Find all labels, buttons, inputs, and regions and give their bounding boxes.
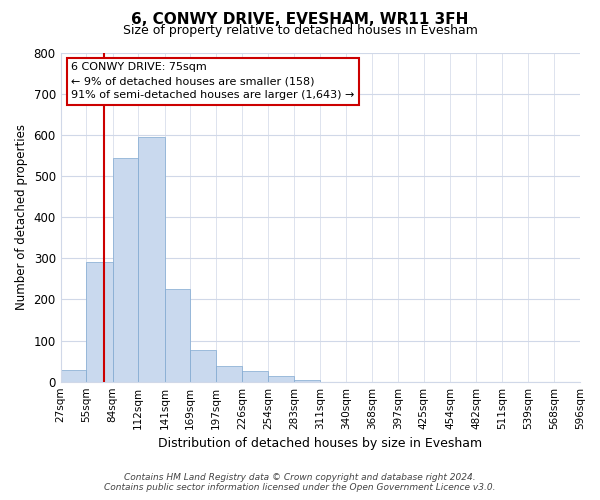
Bar: [113, 158, 138, 382]
Bar: [268, 376, 295, 382]
Bar: [242, 372, 268, 382]
Text: Size of property relative to detached houses in Evesham: Size of property relative to detached ho…: [122, 24, 478, 37]
Bar: [61, 370, 86, 382]
X-axis label: Distribution of detached houses by size in Evesham: Distribution of detached houses by size …: [158, 437, 482, 450]
Bar: [86, 262, 113, 382]
Bar: [190, 350, 216, 382]
Bar: [138, 137, 165, 382]
Text: Contains HM Land Registry data © Crown copyright and database right 2024.
Contai: Contains HM Land Registry data © Crown c…: [104, 473, 496, 492]
Bar: [216, 366, 242, 382]
Y-axis label: Number of detached properties: Number of detached properties: [15, 124, 28, 310]
Bar: [295, 380, 320, 382]
Text: 6, CONWY DRIVE, EVESHAM, WR11 3FH: 6, CONWY DRIVE, EVESHAM, WR11 3FH: [131, 12, 469, 28]
Bar: [165, 289, 190, 382]
Text: 6 CONWY DRIVE: 75sqm
← 9% of detached houses are smaller (158)
91% of semi-detac: 6 CONWY DRIVE: 75sqm ← 9% of detached ho…: [71, 62, 355, 100]
